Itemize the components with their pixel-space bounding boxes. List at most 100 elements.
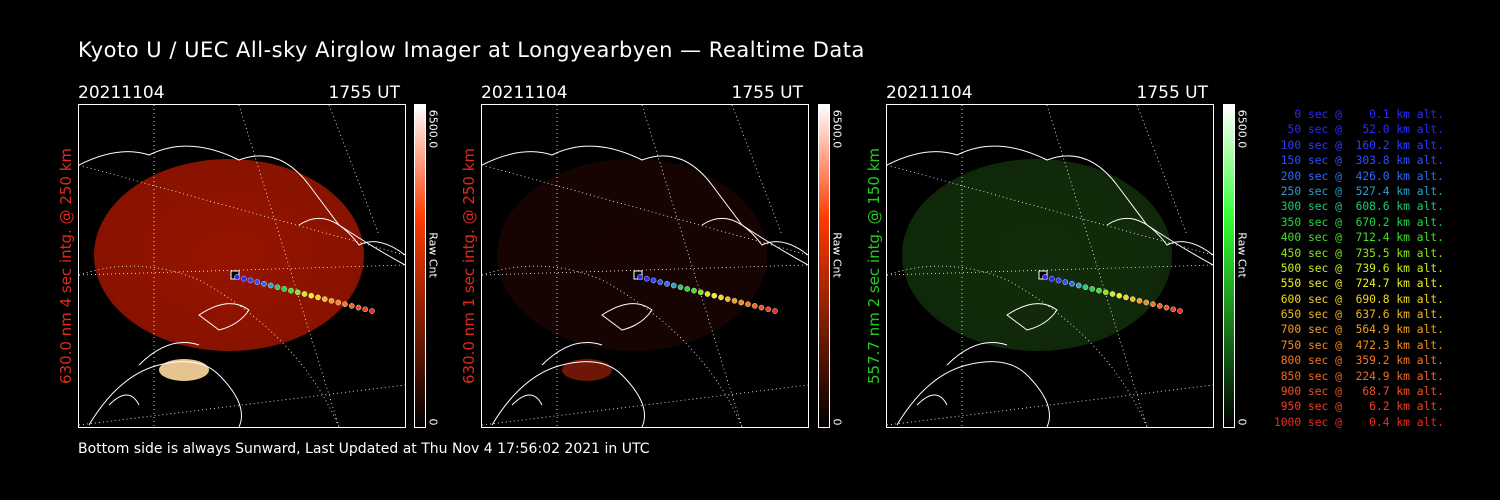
trajectory-point	[321, 296, 328, 302]
aurora-patch	[159, 359, 209, 381]
station-marker	[1038, 270, 1048, 280]
trajectory-point	[650, 277, 657, 284]
panel-3-allsky-image	[886, 104, 1214, 428]
station-marker	[633, 270, 643, 280]
legend-row: 650 sec @ 637.6 km alt.	[1273, 308, 1444, 322]
trajectory-point	[1042, 274, 1048, 280]
panel-2-colorbar-min: 0	[830, 418, 844, 426]
trajectory-point	[1156, 303, 1163, 309]
trajectory-point	[670, 282, 677, 289]
coastline	[1106, 217, 1213, 256]
panel-2-colorbar-unit: Raw Cnt	[830, 232, 844, 278]
panel-3-colorbar-min: 0	[1235, 418, 1249, 426]
trajectory-point	[684, 286, 691, 292]
trajectory-point	[697, 289, 704, 296]
coastline	[511, 394, 543, 406]
grid-line	[1136, 105, 1188, 236]
trajectory-point	[704, 291, 711, 297]
panel-3-time: 1755 UT	[1136, 83, 1209, 103]
trajectory-point	[1075, 282, 1082, 289]
trajectory-point	[718, 294, 724, 301]
trajectory-point	[643, 275, 650, 282]
trajectory-point	[1055, 277, 1062, 284]
trajectory-point	[1048, 275, 1055, 282]
grid-line	[887, 384, 1213, 426]
coastline	[946, 342, 1008, 366]
trajectory-point	[1150, 301, 1156, 307]
trajectory-point	[281, 286, 288, 292]
panel-3-colorbar-unit: Raw Cnt	[1235, 232, 1249, 278]
legend-row: 800 sec @ 359.2 km alt.	[1273, 354, 1444, 368]
trajectory-point	[765, 306, 772, 313]
panel-1-side-label-text: 630.0 nm 4 sec intg. @ 250 km	[57, 147, 75, 385]
station-marker	[230, 270, 240, 280]
panel-1-wavelength-label: 630.0 nm 4 sec intg. @ 250 km	[56, 104, 76, 428]
coastline	[491, 361, 645, 427]
legend-row: 550 sec @ 724.7 km alt.	[1273, 277, 1444, 291]
panel-2-colorbar	[818, 104, 830, 428]
trajectory-point	[751, 303, 758, 309]
trajectory-point	[247, 277, 254, 284]
grid-line	[79, 164, 405, 256]
panel-2-allsky-image	[481, 104, 809, 428]
coastline	[1006, 303, 1058, 331]
trajectory-point	[1096, 287, 1102, 294]
trajectory-point	[234, 274, 240, 280]
airglow-disk	[902, 159, 1172, 351]
legend-row: 400 sec @ 712.4 km alt.	[1273, 231, 1444, 245]
panel-2-wavelength-label: 630.0 nm 1 sec intg. @ 250 km	[459, 104, 479, 428]
trajectory-point	[261, 280, 267, 287]
legend-row: 850 sec @ 224.9 km alt.	[1273, 369, 1444, 383]
aurora-patch	[562, 359, 612, 381]
airglow-disk	[94, 159, 364, 351]
trajectory-point	[288, 287, 294, 294]
allsky-map-svg	[79, 105, 405, 427]
trajectory-point	[355, 304, 362, 311]
trajectory-point	[664, 280, 670, 287]
coastline	[79, 145, 405, 266]
trajectory-point	[1069, 280, 1075, 287]
coastline	[541, 342, 603, 366]
coastline	[916, 394, 948, 406]
trajectory-point	[772, 308, 778, 314]
panel-1-date: 20211104	[78, 83, 165, 103]
trajectory-point	[691, 287, 697, 294]
legend-row: 450 sec @ 735.5 km alt.	[1273, 246, 1444, 260]
trajectory-point	[240, 275, 247, 282]
legend-row: 900 sec @ 68.7 km alt.	[1273, 385, 1444, 399]
trajectory-point	[1163, 304, 1170, 311]
coastline	[601, 303, 653, 331]
coastline	[88, 361, 242, 427]
trajectory-point	[301, 291, 308, 297]
panel-2-date: 20211104	[481, 83, 568, 103]
trajectory-point	[724, 296, 731, 302]
trajectory-point	[1170, 306, 1177, 313]
panel-1-allsky-image	[78, 104, 406, 428]
legend-row: 350 sec @ 670.2 km alt.	[1273, 215, 1444, 229]
airglow-disk	[497, 159, 767, 351]
trajectory-point	[335, 299, 342, 306]
trajectory-point	[315, 294, 321, 301]
grid-line	[1046, 105, 1148, 427]
trajectory-point	[637, 274, 643, 280]
trajectory-point	[308, 292, 315, 299]
grid-line	[328, 105, 380, 236]
trajectory-point	[254, 279, 261, 285]
trajectory-point	[1089, 286, 1096, 292]
trajectory-point	[348, 303, 355, 309]
coastline	[108, 394, 140, 406]
legend-row: 750 sec @ 472.3 km alt.	[1273, 338, 1444, 352]
panel-2-side-label-text: 630.0 nm 1 sec intg. @ 250 km	[460, 147, 478, 385]
trajectory-point	[1123, 294, 1129, 301]
legend-row: 250 sec @ 527.4 km alt.	[1273, 184, 1444, 198]
grid-line	[238, 105, 340, 427]
coastline	[138, 342, 200, 366]
footer-status: Bottom side is always Sunward, Last Upda…	[78, 441, 650, 457]
legend-row: 700 sec @ 564.9 km alt.	[1273, 323, 1444, 337]
panel-2-colorbar-max: 6500.0	[830, 109, 844, 149]
trajectory-point	[274, 284, 281, 290]
grid-line	[79, 384, 405, 426]
trajectory-point	[369, 308, 375, 314]
panel-1-colorbar-max: 6500.0	[426, 109, 440, 149]
trajectory-point	[362, 306, 369, 313]
